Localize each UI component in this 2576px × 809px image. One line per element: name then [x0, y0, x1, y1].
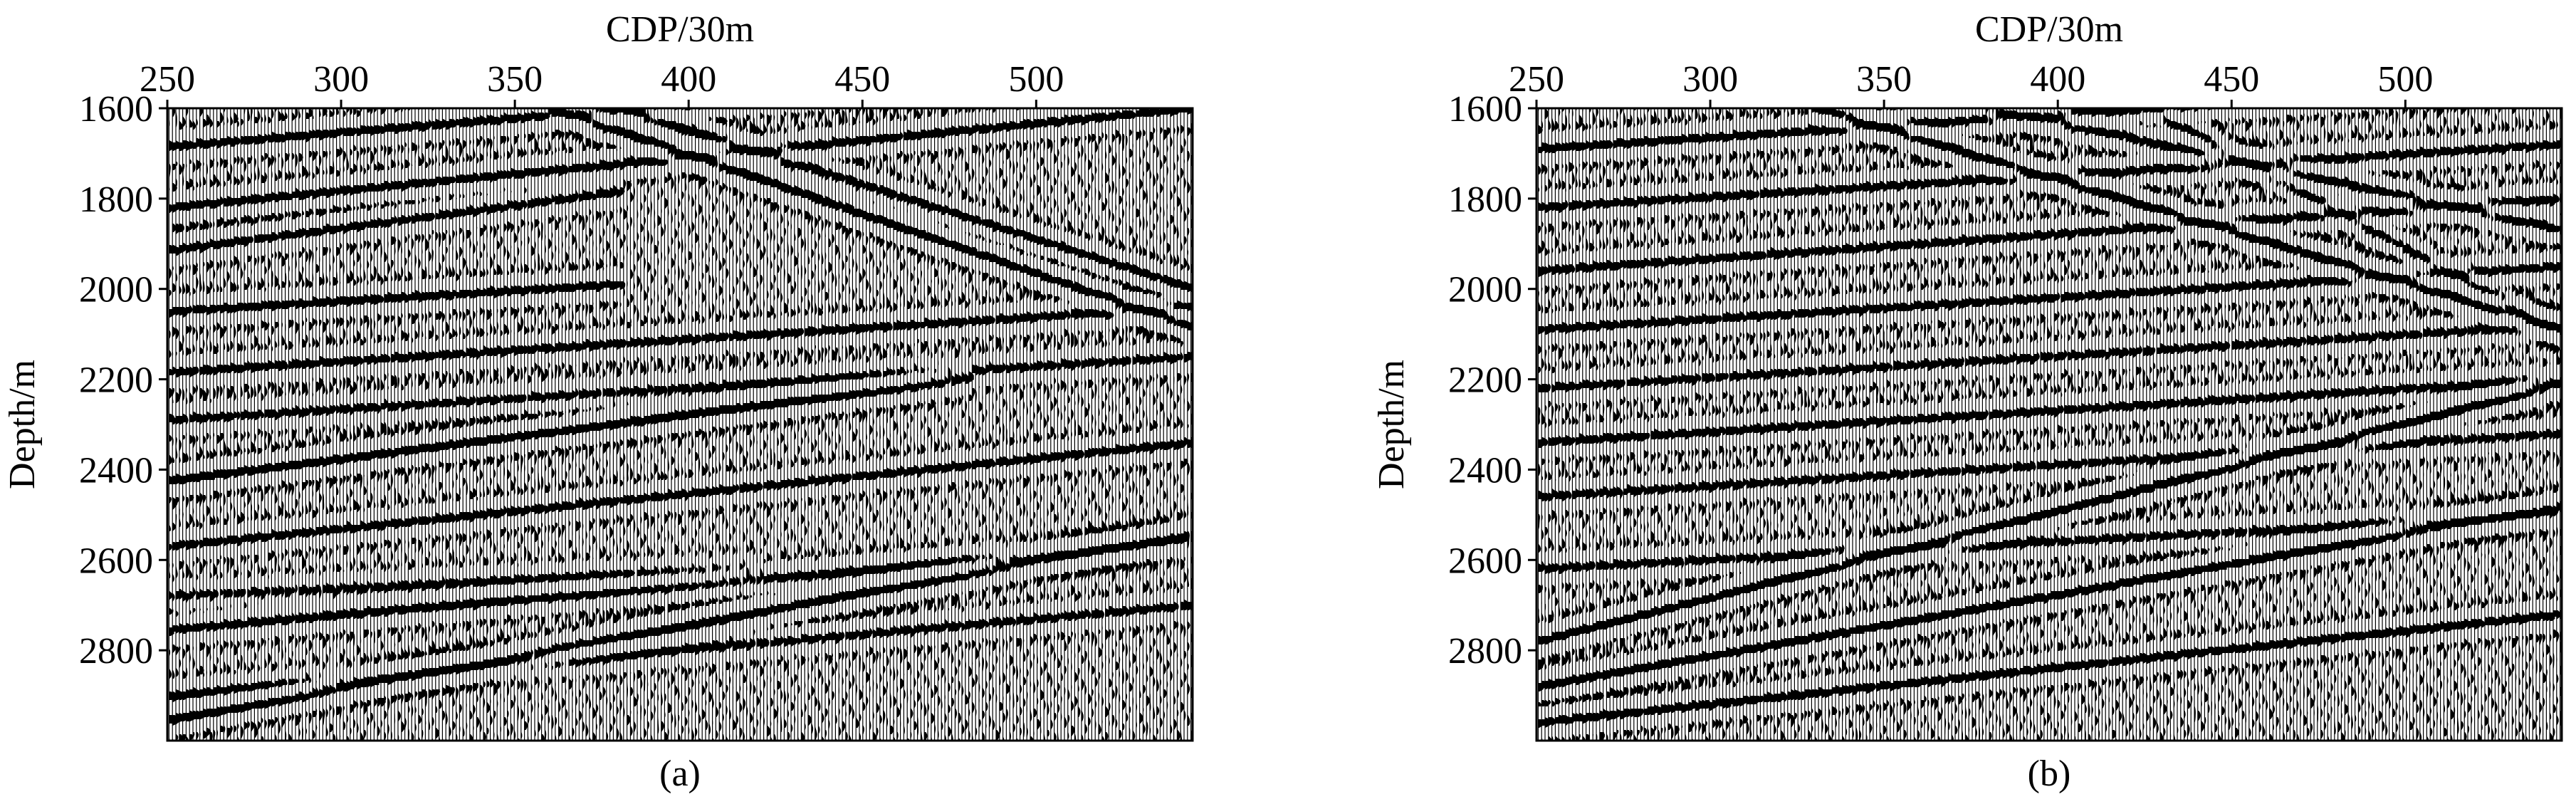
panel-b-x-ticks: 250 300 350 400 450 500 [1509, 59, 2433, 108]
panel-b-x-axis-title: CDP/30m [1975, 9, 2123, 50]
y-tick-label: 2000 [1448, 270, 1522, 310]
panel-a-x-axis-title: CDP/30m [606, 9, 754, 50]
panel-a-traces [168, 108, 1193, 741]
y-tick-label: 2800 [1448, 631, 1522, 672]
x-tick-label: 300 [313, 59, 369, 100]
x-tick-label: 350 [487, 59, 543, 100]
x-tick-label: 400 [661, 59, 716, 100]
y-tick-label: 2800 [79, 631, 153, 672]
panel-a: 250 300 350 400 450 500 1600 1800 2000 2200 2400 2… [2, 9, 1194, 794]
x-tick-label: 350 [1856, 59, 1912, 100]
panel-b: 250 300 350 400 450 500 1600 1800 2000 2200 2400 2… [1371, 9, 2563, 794]
x-tick-label: 450 [2204, 59, 2259, 100]
x-tick-label: 250 [140, 59, 195, 100]
x-tick-label: 300 [1682, 59, 1738, 100]
panel-b-frame [1535, 107, 2563, 742]
panel-b-traces [1537, 108, 2562, 741]
y-tick-label: 2200 [79, 360, 153, 401]
y-tick-label: 2200 [1448, 360, 1522, 401]
x-tick-label: 450 [834, 59, 890, 100]
panel-a-y-axis-title: Depth/m [2, 360, 43, 489]
panel-b-label: (b) [2028, 753, 2071, 794]
panel-b-y-axis-title: Depth/m [1371, 360, 1412, 489]
y-tick-label: 2600 [79, 541, 153, 581]
y-tick-label: 1600 [79, 89, 153, 130]
panel-b-y-ticks: 1600 1800 2000 2200 2400 2600 2800 [1448, 89, 1536, 672]
y-tick-label: 1600 [1448, 89, 1522, 130]
y-tick-label: 1800 [79, 179, 153, 220]
panel-a-y-ticks: 1600 1800 2000 2200 2400 2600 2800 [79, 89, 167, 672]
y-tick-label: 2000 [79, 270, 153, 310]
y-tick-label: 2400 [79, 450, 153, 491]
panel-a-label: (a) [659, 753, 701, 794]
panel-a-frame [166, 107, 1194, 742]
y-tick-label: 2400 [1448, 450, 1522, 491]
y-tick-label: 1800 [1448, 179, 1522, 220]
x-tick-label: 400 [2030, 59, 2085, 100]
trace-variable-area-fill [169, 108, 1193, 741]
y-tick-label: 2600 [1448, 541, 1522, 581]
x-tick-label: 250 [1509, 59, 1564, 100]
x-tick-label: 500 [1008, 59, 1064, 100]
panel-a-x-ticks: 250 300 350 400 450 500 [140, 59, 1064, 108]
x-tick-label: 500 [2377, 59, 2433, 100]
trace-variable-area-fill [1538, 108, 2562, 741]
